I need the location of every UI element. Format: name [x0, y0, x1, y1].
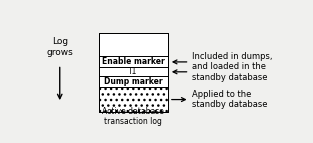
Text: Dump marker: Dump marker	[104, 77, 162, 86]
Text: Applied to the
standby database: Applied to the standby database	[192, 90, 267, 109]
Text: Enable marker: Enable marker	[102, 57, 165, 66]
Bar	[99, 67, 168, 76]
Bar	[99, 56, 168, 67]
Text: Active database
transaction log: Active database transaction log	[102, 107, 164, 126]
Bar	[99, 87, 168, 112]
Bar	[99, 33, 168, 56]
Bar	[99, 33, 168, 112]
Text: Included in dumps,
and loaded in the
standby database: Included in dumps, and loaded in the sta…	[192, 52, 272, 82]
Text: T1: T1	[128, 67, 138, 76]
Text: Log
grows: Log grows	[46, 37, 73, 57]
Bar	[99, 76, 168, 87]
